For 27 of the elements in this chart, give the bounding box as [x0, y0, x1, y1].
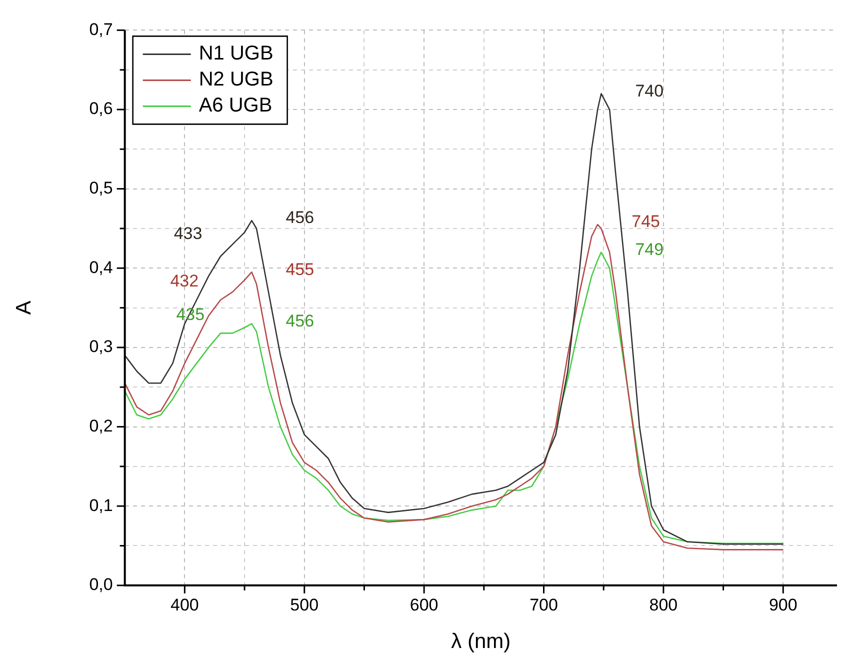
- legend-label: A6 UGB: [198, 94, 272, 117]
- x-tick-label: 900: [768, 595, 798, 614]
- x-tick-label: 600: [410, 595, 438, 614]
- y-tick-label: 0,3: [89, 337, 113, 356]
- annotation: 456: [286, 208, 314, 228]
- annotation: 432: [170, 272, 199, 291]
- y-tick-label: 0,6: [89, 99, 113, 118]
- y-tick-label: 0,1: [89, 496, 113, 515]
- legend-label: N2 UGB: [198, 68, 274, 91]
- legend-label: N1 UGB: [198, 42, 274, 65]
- annotation: 749: [635, 240, 664, 259]
- annotation: 740: [635, 81, 664, 100]
- annotation: 745: [632, 212, 660, 232]
- y-tick-label: 0,0: [89, 575, 113, 594]
- annotation: 455: [286, 260, 314, 279]
- y-tick-label: 0,4: [89, 258, 113, 277]
- annotation: 433: [174, 224, 202, 243]
- y-tick-label: 0,2: [89, 416, 113, 436]
- annotation: 456: [286, 311, 314, 330]
- x-tick-label: 700: [530, 595, 558, 614]
- x-tick-label: 500: [290, 595, 319, 614]
- x-tick-label: 400: [170, 595, 199, 614]
- x-tick-label: 800: [649, 595, 678, 614]
- y-axis-title: A: [12, 300, 36, 315]
- x-axis-title: λ (nm): [451, 630, 511, 654]
- y-tick-label: 0,5: [89, 178, 113, 198]
- y-tick-label: 0,7: [89, 20, 113, 39]
